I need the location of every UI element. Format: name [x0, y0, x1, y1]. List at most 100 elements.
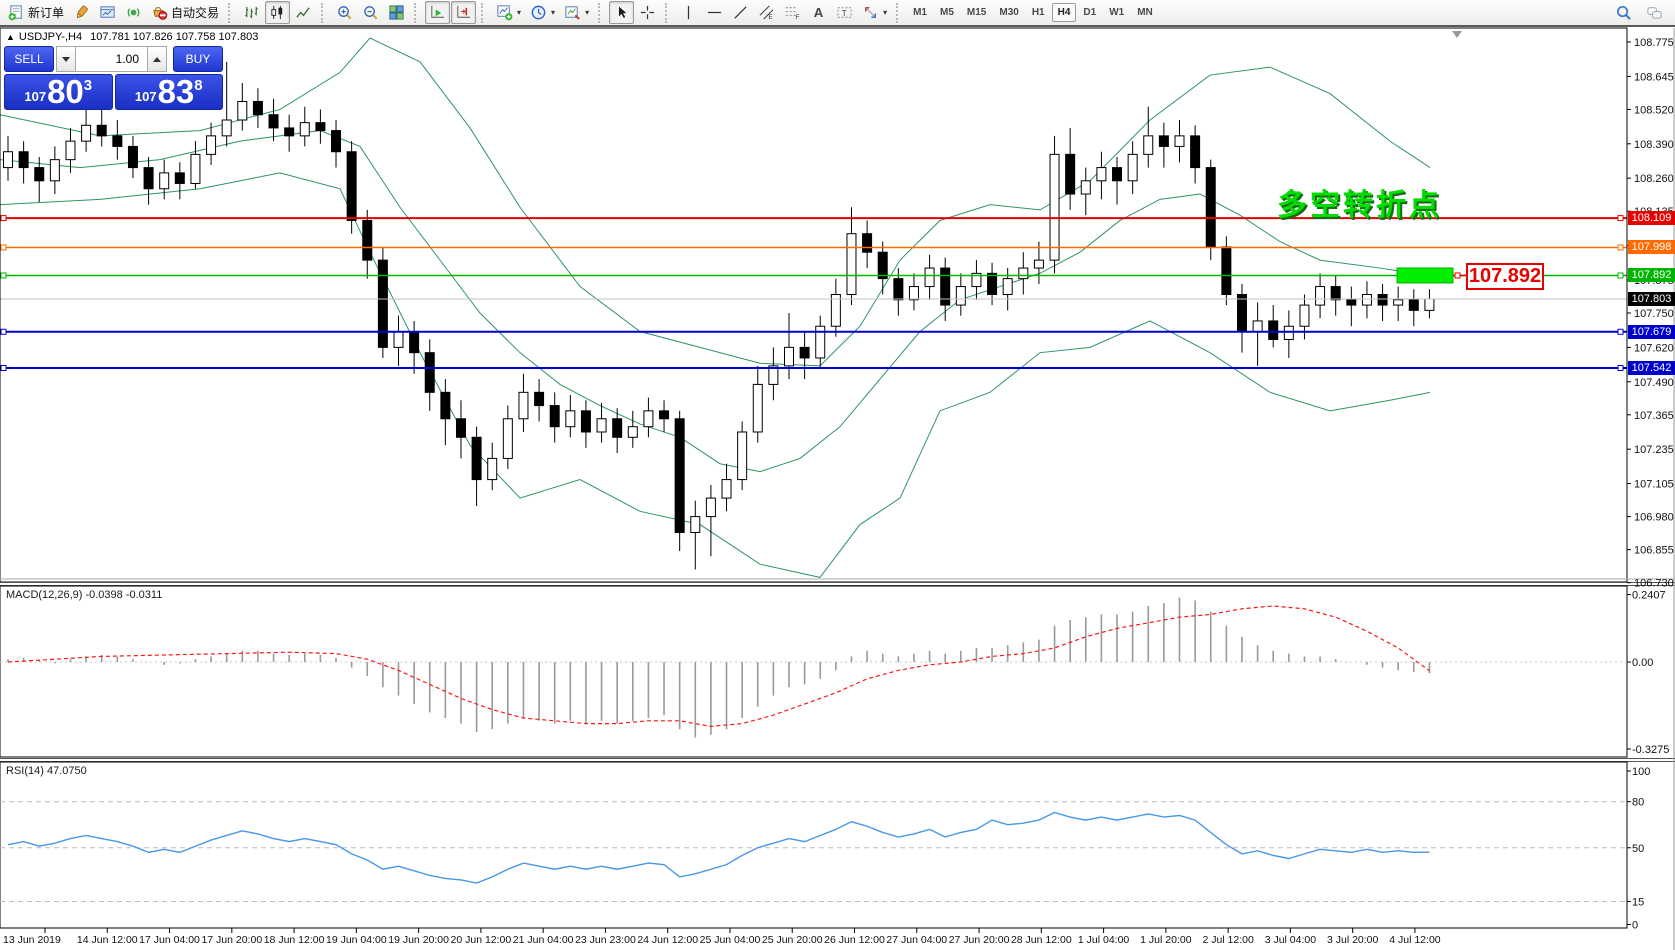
fibonacci-button[interactable]: F [780, 1, 805, 24]
symbol-name: USDJPY-,H4 [18, 31, 83, 43]
line-anchor[interactable] [1617, 365, 1624, 372]
candle [659, 410, 670, 420]
cursor-button[interactable] [609, 1, 635, 24]
timeframe-m5-button[interactable]: M5 [940, 7, 954, 18]
volume-decrease-button[interactable] [56, 46, 76, 72]
chevron-down-icon[interactable]: ▾ [551, 8, 556, 17]
time-tick-label: 1 Jul 20:00 [1140, 934, 1192, 946]
crosshair-button[interactable] [635, 1, 660, 24]
highlight-rectangle[interactable] [1396, 267, 1454, 284]
timeframe-m15-button[interactable]: M15 [966, 7, 987, 18]
vline-icon [680, 4, 697, 21]
zoom-in-icon [336, 4, 353, 21]
bollinger-lower-band [0, 172, 1431, 578]
turning-point-annotation[interactable]: 多空转折点 [1277, 189, 1442, 222]
sell-price[interactable]: 107 80 3 [4, 74, 113, 110]
toolbar-separator [228, 2, 234, 23]
candle [1002, 278, 1013, 296]
buy-button[interactable]: BUY [173, 46, 223, 72]
triangle-up-icon [153, 56, 161, 62]
line-anchor[interactable] [0, 244, 7, 251]
shift-marker-icon[interactable] [1452, 31, 1462, 38]
new-order-icon [8, 4, 25, 21]
time-tick-label: 23 Jun 23:00 [575, 934, 636, 946]
auto-trading-button[interactable]: 自动交易 [147, 1, 223, 24]
candle [1236, 294, 1247, 333]
timeframe-w1-button[interactable]: W1 [1109, 7, 1125, 18]
templates-button[interactable]: ▾ [560, 1, 593, 24]
zoom-out-button[interactable] [358, 1, 383, 24]
price-tick-label: 107.105 [1634, 479, 1674, 491]
macd-tick-label: -0.3275 [1632, 744, 1669, 756]
bar-chart-button[interactable] [239, 1, 264, 24]
line-anchor[interactable] [0, 328, 7, 335]
candle [1330, 286, 1341, 301]
sell-button[interactable]: SELL [4, 46, 54, 72]
price-callout-label[interactable]: 107.892 [1466, 263, 1544, 290]
trendline-icon [732, 4, 749, 21]
equidistant-channel-button[interactable]: E [754, 1, 779, 24]
candle [221, 119, 232, 137]
toolbar: 新订单 自动交易 ▾ ▾ ▾ E F A T ▾ M1 M5 M15 M30 H1 H4 D1 W1 MN [0, 0, 1675, 27]
new-order-button[interactable]: 新订单 [4, 1, 68, 24]
bollinger-middle-band [0, 130, 1431, 473]
trendline-button[interactable] [728, 1, 753, 24]
candle [1361, 294, 1372, 306]
line-anchor[interactable] [0, 365, 7, 372]
volume-increase-button[interactable] [147, 46, 167, 72]
candle [565, 410, 576, 428]
candle [518, 391, 529, 420]
text-button[interactable]: A [806, 1, 831, 24]
signals-icon [125, 4, 142, 21]
timeframe-d1-button[interactable]: D1 [1083, 7, 1097, 18]
line-anchor[interactable] [1617, 272, 1624, 279]
auto-scroll-button[interactable] [425, 1, 451, 24]
candle [612, 418, 623, 438]
candle [705, 497, 716, 518]
price-tick-label: 108.390 [1634, 139, 1674, 151]
price-flag-label: 107.803 [1628, 291, 1675, 306]
volume-input[interactable] [76, 46, 147, 72]
timeframe-m30-button[interactable]: M30 [999, 7, 1019, 18]
signals-button[interactable] [121, 1, 146, 24]
toolbar-separator [896, 2, 902, 23]
text-label-button[interactable]: T [832, 1, 857, 24]
callout-anchor[interactable] [1454, 272, 1461, 279]
symbol-ohlc: 107.781 107.826 107.758 107.803 [90, 31, 259, 43]
search-button[interactable] [1611, 1, 1636, 24]
zoom-in-button[interactable] [332, 1, 357, 24]
horizontal-line-button[interactable] [702, 1, 727, 24]
label-icon: T [836, 4, 853, 21]
indicators-button[interactable]: ▾ [492, 1, 525, 24]
sell-price-base: 107 [24, 89, 47, 104]
line-anchor[interactable] [1617, 328, 1624, 335]
chevron-down-icon[interactable]: ▾ [585, 8, 590, 17]
timeframe-mn-button[interactable]: MN [1137, 7, 1153, 18]
toolbar-separator [321, 2, 327, 23]
chart-shift-button[interactable] [451, 1, 477, 24]
candle [596, 418, 607, 433]
line-anchor[interactable] [1617, 244, 1624, 251]
buy-price[interactable]: 107 83 8 [114, 74, 223, 110]
periods-button[interactable]: ▾ [526, 1, 559, 24]
candle [643, 410, 654, 428]
line-anchor[interactable] [1617, 215, 1624, 222]
chevron-down-icon[interactable]: ▾ [517, 8, 522, 17]
chevron-down-icon[interactable]: ▾ [883, 8, 888, 17]
timeframe-m1-button[interactable]: M1 [913, 7, 927, 18]
line-anchor[interactable] [0, 272, 7, 279]
chat-button[interactable] [1642, 1, 1667, 24]
tile-windows-button[interactable] [384, 1, 409, 24]
vertical-line-button[interactable] [676, 1, 701, 24]
timeframe-h4-button[interactable]: H4 [1051, 3, 1077, 22]
line-anchor[interactable] [0, 215, 7, 222]
price-tick-label: 106.730 [1634, 578, 1674, 590]
collapse-icon[interactable]: ▲ [6, 32, 15, 42]
candle-chart-button[interactable] [265, 1, 291, 24]
chart-window-button[interactable] [95, 1, 120, 24]
line-chart-button[interactable] [291, 1, 316, 24]
time-tick-label: 25 Jun 04:00 [700, 934, 761, 946]
styles-button[interactable] [69, 1, 94, 24]
timeframe-h1-button[interactable]: H1 [1031, 7, 1045, 18]
arrows-button[interactable]: ▾ [858, 1, 891, 24]
